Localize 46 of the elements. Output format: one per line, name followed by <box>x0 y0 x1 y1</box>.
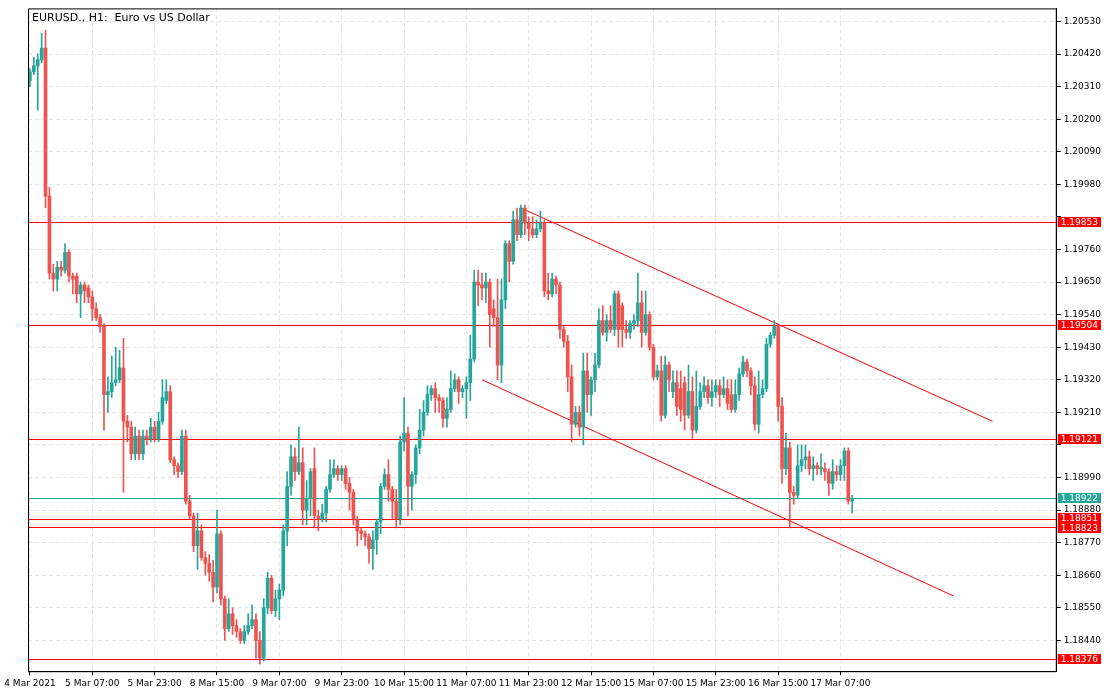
y-tick-label: 1.19540 <box>1063 308 1102 319</box>
y-tick-label: 1.18990 <box>1063 471 1102 482</box>
ref-line-label: 1.19504 <box>1060 319 1099 330</box>
y-tick-label: 1.19210 <box>1063 406 1102 417</box>
x-tick-label: 4 Mar 2021 <box>4 677 56 688</box>
y-tick-label: 1.18770 <box>1063 537 1102 548</box>
x-tick-label: 17 Mar 07:00 <box>810 677 871 688</box>
candlestick <box>484 272 488 304</box>
x-tick-label: 10 Mar 15:00 <box>374 677 435 688</box>
y-tick-label: 1.18550 <box>1063 602 1102 613</box>
candlestick <box>297 426 301 475</box>
x-tick-label: 9 Mar 07:00 <box>252 677 307 688</box>
x-tick-label: 11 Mar 07:00 <box>436 677 497 688</box>
y-tick-label: 1.20200 <box>1063 113 1102 124</box>
x-tick-label: 9 Mar 23:00 <box>314 677 370 688</box>
x-tick-label: 11 Mar 23:00 <box>498 677 560 688</box>
y-tick-label: 1.19760 <box>1063 243 1102 254</box>
ref-line-label: 1.18922 <box>1060 492 1098 503</box>
y-tick-label: 1.18880 <box>1063 504 1102 515</box>
ref-line-label: 1.19853 <box>1060 216 1098 227</box>
y-tick-label: 1.19650 <box>1063 276 1102 287</box>
y-tick-label: 1.19320 <box>1063 374 1102 385</box>
x-tick-label: 15 Mar 07:00 <box>623 677 684 688</box>
y-tick-label: 1.20310 <box>1063 80 1102 91</box>
ref-line-label: 1.19121 <box>1060 433 1098 444</box>
x-tick-label: 5 Mar 23:00 <box>127 677 183 688</box>
x-tick-label: 5 Mar 07:00 <box>65 677 120 688</box>
y-tick-label: 1.19430 <box>1063 341 1102 352</box>
y-tick-label: 1.20420 <box>1063 48 1102 59</box>
x-tick-label: 15 Mar 23:00 <box>685 677 747 688</box>
x-tick-label: 8 Mar 15:00 <box>189 677 245 688</box>
candlestick <box>710 379 714 407</box>
candlestick <box>145 429 149 446</box>
candlestick <box>476 269 480 307</box>
y-tick-label: 1.20090 <box>1063 146 1102 157</box>
y-tick-label: 1.18440 <box>1063 634 1102 645</box>
ref-line-label: 1.18823 <box>1060 522 1098 533</box>
candlestick <box>819 453 823 475</box>
y-tick-label: 1.19980 <box>1063 178 1102 189</box>
ref-line-label: 1.18376 <box>1060 653 1099 664</box>
chart-title: EURUSD., H1: Euro vs US Dollar <box>32 11 211 25</box>
y-tick-label: 1.20530 <box>1063 15 1102 26</box>
x-tick-label: 16 Mar 15:00 <box>748 677 809 688</box>
ref-line-label: 1.18851 <box>1060 512 1098 523</box>
x-tick-label: 12 Mar 15:00 <box>561 677 622 688</box>
y-tick-label: 1.18660 <box>1063 569 1102 580</box>
